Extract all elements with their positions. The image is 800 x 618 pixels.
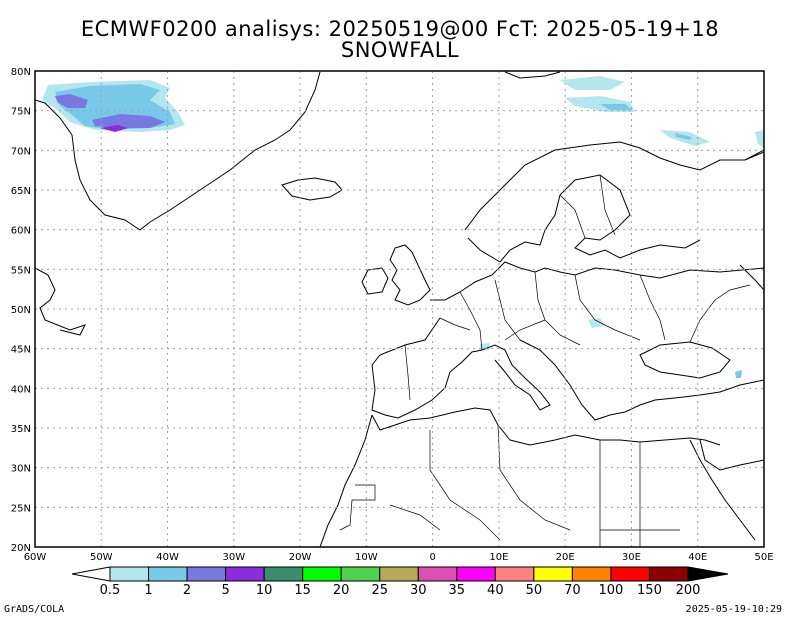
caspian-coast	[739, 264, 764, 291]
grid-lines	[35, 71, 764, 547]
colorbar-swatch	[263, 566, 304, 582]
footer-right: 2025-05-19-10:29	[685, 604, 782, 615]
lat-tick-label: 20N	[11, 543, 31, 554]
iceland-coast	[281, 177, 343, 201]
lon-tick-label: 20E	[556, 552, 575, 563]
lat-tick-label: 35N	[11, 424, 31, 435]
colorbar-over-triangle	[687, 566, 729, 582]
colorbar-label: 50	[525, 583, 543, 598]
colorbar-swatch	[533, 566, 573, 582]
map-frame	[34, 70, 765, 548]
snowfall-carpathian	[588, 318, 605, 328]
footer-left: GrADS/COLA	[4, 604, 65, 615]
colorbar-label: 25	[371, 583, 388, 598]
iberia-coast	[371, 317, 483, 419]
map-subtitle: SNOWFALL	[340, 38, 460, 62]
colorbar-swatch	[340, 566, 381, 582]
lon-tick-label: 50E	[754, 552, 773, 563]
red-sea-coast	[689, 439, 756, 541]
scandinavia-coast	[464, 141, 764, 231]
svalbard-coast	[504, 71, 561, 79]
lat-tick-label: 75N	[11, 107, 31, 118]
colorbar-label: 40	[487, 583, 504, 598]
lon-tick-label: 10E	[489, 552, 508, 563]
lon-tick-label: 40E	[688, 552, 707, 563]
colorbar-label: 10	[255, 583, 273, 598]
colorbar-swatch	[494, 566, 535, 582]
snowfall-novaya	[755, 130, 764, 148]
colorbar-label: 2	[182, 583, 192, 598]
snowfall-arctic1	[560, 76, 625, 90]
colorbar-swatch	[610, 566, 650, 582]
colorbar-swatch	[302, 566, 342, 582]
colorbar-label: 20	[332, 583, 350, 598]
colorbar-label: 150	[637, 583, 662, 598]
snowfall-fields	[42, 76, 764, 378]
arabia-coast	[699, 439, 764, 471]
balkans-coast	[519, 339, 764, 421]
north-africa-coast	[371, 407, 721, 446]
lon-tick-label: 50W	[90, 552, 113, 563]
lon-tick-label: 0	[429, 552, 435, 563]
snowfall-caucasus	[735, 370, 742, 378]
lon-tick-label: 20W	[289, 552, 312, 563]
colorbar-swatch	[109, 566, 150, 582]
snowfall-greenland-core	[100, 125, 128, 132]
snowfall-greenland-heavy2	[92, 114, 165, 128]
colorbar-swatch	[456, 566, 496, 582]
scandinavia-south	[467, 174, 701, 263]
lat-tick-label: 45N	[11, 345, 31, 356]
europe-west-coast	[430, 261, 764, 301]
lon-tick-label: 60W	[24, 552, 47, 563]
map-area	[35, 71, 764, 547]
colorbar-swatch	[379, 566, 419, 582]
ireland-coast	[361, 267, 389, 295]
colorbar-swatch	[417, 566, 458, 582]
britain-coast	[389, 244, 431, 306]
lon-tick-label: 30E	[622, 552, 641, 563]
lat-tick-label: 40N	[11, 384, 31, 395]
lat-tick-label: 50N	[11, 305, 31, 316]
novaya-coast	[725, 151, 764, 161]
lat-tick-label: 65N	[11, 186, 31, 197]
colorbar-label: 30	[409, 583, 427, 598]
colorbar-label: 15	[294, 583, 311, 598]
colorbar-label: 1	[144, 583, 153, 598]
snowfall-barents-core	[675, 133, 692, 140]
lat-tick-label: 30N	[11, 464, 31, 475]
colorbar-swatch	[148, 566, 188, 582]
colorbar-swatch	[571, 566, 612, 582]
snowfall-greenland-heavy1	[55, 94, 88, 108]
lat-tick-label: 25N	[11, 503, 31, 514]
colorbar-swatch	[225, 566, 265, 582]
map-title: ECMWF0200 analisys: 20250519@00 FcT: 202…	[80, 17, 720, 41]
colorbar-label: 35	[448, 583, 466, 598]
greenland-coast	[35, 71, 321, 231]
colorbar-label: 5	[221, 583, 230, 598]
italy-coast	[481, 344, 551, 411]
colorbar-swatch	[648, 566, 689, 582]
colorbar-label: 100	[598, 583, 624, 598]
colorbar-label: 70	[564, 583, 581, 598]
snowfall-arctic3	[600, 104, 632, 110]
longitude-labels: 60W 50W 40W 30W 20W 10W 0 10E 20E 30E 40E 50E	[24, 552, 774, 563]
colorbar-under-triangle	[71, 566, 111, 582]
colorbar-swatch	[186, 566, 227, 582]
lon-tick-label: 10W	[355, 552, 378, 563]
colorbar-label: 0.5	[99, 583, 121, 598]
lat-tick-label: 70N	[11, 146, 31, 157]
lat-tick-label: 60N	[11, 226, 31, 237]
black-sea-coast	[639, 341, 731, 379]
coastlines	[35, 71, 764, 547]
colorbar-label: 200	[675, 583, 701, 598]
lon-tick-label: 40W	[156, 552, 179, 563]
labrador-coast	[35, 267, 86, 336]
lat-tick-label: 55N	[11, 265, 31, 276]
latitude-labels: 80N 75N 70N 65N 60N 55N 50N 45N 40N 35N 30N 25N 20N	[11, 67, 31, 554]
west-africa-coast	[319, 414, 373, 547]
lon-tick-label: 30W	[223, 552, 246, 563]
colorbar	[71, 566, 729, 582]
lat-tick-label: 80N	[11, 67, 31, 78]
